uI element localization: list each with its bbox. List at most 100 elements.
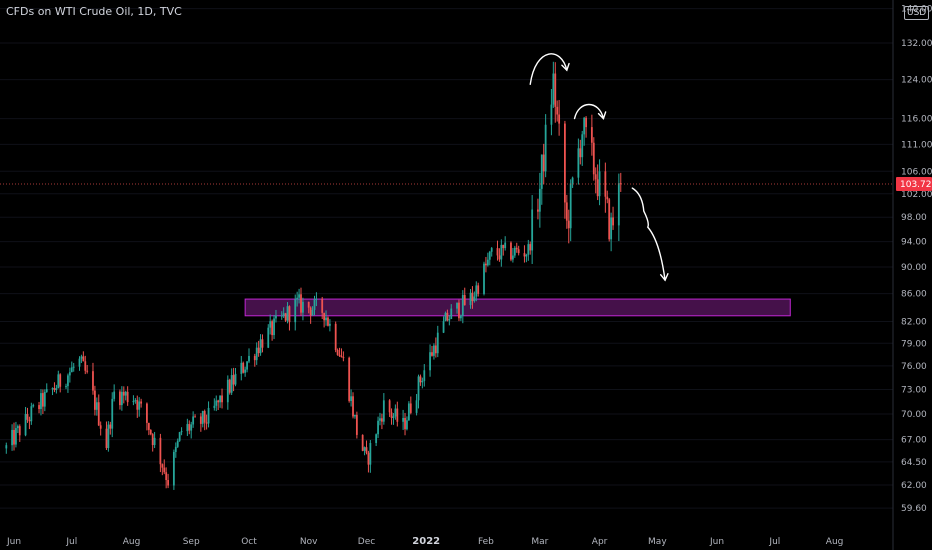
candle-body [361,434,364,451]
candle-body [423,370,426,381]
candle [350,389,352,407]
candle-body [286,306,289,321]
candle [550,88,553,136]
candle [280,311,283,320]
candle-body [579,148,582,158]
zone-rectangle[interactable] [244,298,791,317]
support-zone[interactable] [244,298,791,317]
candle-body [120,391,123,406]
candle [126,386,129,406]
candle [511,248,514,263]
annotation-arrow[interactable] [529,53,570,86]
candle [436,325,439,358]
candle-body [329,323,331,326]
candle [186,418,189,436]
candle-body [500,244,503,260]
price-axis[interactable]: 59.60 62.00 64.50 67.00 70.00 73.00 76.00 79.00… [901,5,932,515]
candle [598,159,601,206]
currency-badge[interactable]: USD [904,6,930,20]
candle-body [419,376,422,383]
candle-body [257,347,260,354]
grid-lines [0,8,893,509]
candle [540,154,543,205]
candle [248,348,250,364]
candle-body [558,114,561,124]
candle-body [608,199,611,240]
candle [146,402,148,431]
candle [38,401,40,414]
candle [379,412,381,426]
candle [221,388,223,409]
candle-body [45,389,48,392]
y-tick-label: 106.00 [901,167,932,177]
candle [15,421,17,448]
candle [65,383,67,390]
candle-body [367,452,370,465]
candle-body [321,298,324,313]
candle [419,374,422,386]
candle [544,114,547,178]
annotation-arrows[interactable] [529,53,669,282]
candle-body [15,428,17,445]
candle [448,315,451,326]
candle-body [242,362,245,373]
candle-body [147,422,150,430]
candle [581,130,584,166]
candle-body [302,301,304,313]
candle-body [336,349,339,355]
y-tick-label: 116.00 [901,115,932,125]
candle-body [55,388,58,390]
candle-body [119,391,121,406]
candle [194,414,196,418]
annotation-arrow[interactable] [631,187,669,282]
candle-body [577,148,580,178]
x-tick-label: May [648,537,667,547]
y-tick-label: 82.00 [901,317,927,327]
candle-body [226,379,229,403]
candle [417,374,420,409]
candle [190,421,193,439]
x-tick-label: Jul [768,537,780,547]
annotation-arrow[interactable] [573,103,607,120]
candle [525,253,528,263]
candle [80,354,83,364]
candle [217,399,220,411]
candle [134,398,137,404]
candle [459,314,462,322]
candle [163,459,166,475]
candle-body [382,400,385,422]
candle [57,370,60,389]
candle [325,310,327,326]
candle [261,334,264,353]
candle [32,403,35,408]
x-tick-label: Sep [183,537,200,547]
candle-body [86,370,89,372]
y-tick-label: 102.00 [901,190,932,200]
candle-body [469,292,472,306]
candle-body [459,315,462,319]
candle-body [504,242,507,249]
candle [415,393,418,416]
candle-body [255,347,258,361]
candle-body [415,400,418,413]
candle [147,422,150,436]
candle [496,240,499,261]
candle-body [296,297,299,300]
candle-body [26,414,29,420]
candle [16,424,19,434]
candle-body [194,416,196,418]
candle-body [392,416,395,418]
candle [392,413,395,425]
candle [309,306,312,324]
time-axis[interactable]: Jun Jul Aug Sep Oct Nov Dec 2022 Feb Mar Apr May Jun… [6,536,843,547]
candle [40,389,42,416]
candle [273,315,275,340]
y-tick-label: 76.00 [901,362,927,372]
y-tick-label: 64.50 [901,458,927,468]
candle [515,242,518,253]
candle-body [105,428,108,449]
candle [444,311,447,322]
candle-body [463,295,466,306]
candle [302,297,304,321]
